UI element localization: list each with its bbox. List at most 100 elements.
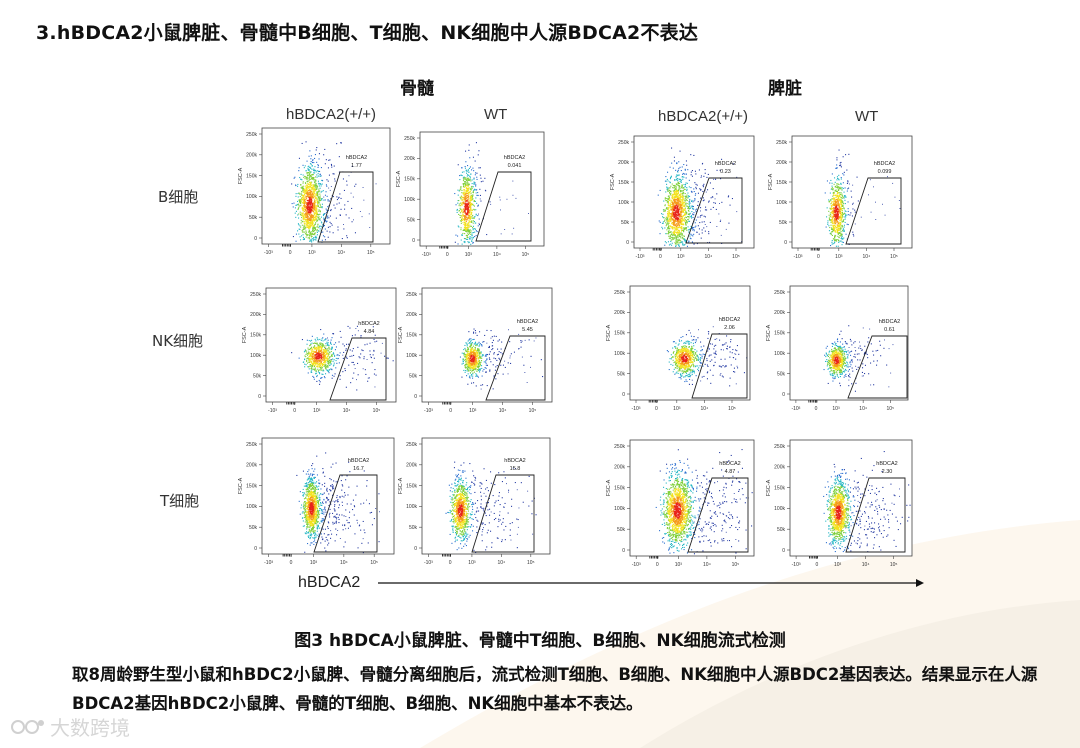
flow-plot-svg: 250k 200k 150k 100k 50k 0 FSC-A -10³ 0 10³ 10⁴ 10⁵ h… [398, 437, 551, 566]
flow-plot-svg: 250k 200k 150k 100k 50k 0 FSC-A -10³ 0 10³ 10⁴ 10⁵ h… [768, 135, 913, 260]
flow-plot-svg: 250k 200k 150k 100k 50k 0 FSC-A -10³ 0 10³ 10⁴ 10⁵ h… [606, 285, 751, 412]
x-tick-label: -10³ [791, 406, 800, 412]
gate-percent-label: 4.87 [725, 469, 736, 475]
y-tick-label: 0 [782, 548, 785, 554]
watermark-logo-icon [11, 719, 44, 734]
x-tick-label: 10⁴ [862, 562, 870, 568]
gate-polygon [687, 477, 749, 553]
x-tick-label: 10⁵ [522, 252, 530, 258]
section-title-spleen: 脾脏 [768, 79, 802, 99]
y-tick-label: 0 [412, 238, 415, 244]
column-label-spleen-wt: WT [855, 108, 879, 125]
x-tick-label: 0 [655, 406, 658, 412]
y-tick-label: 200k [406, 463, 417, 469]
flow-plot-svg: 250k 200k 150k 100k 50k 0 FSC-A -10³ 0 10³ 10⁴ 10⁵ h… [396, 131, 545, 258]
x-tick-label: 10⁴ [701, 406, 709, 412]
watermark-text: 大数跨境 [50, 716, 130, 740]
row-label-b-cell: B细胞 [158, 188, 199, 206]
x-tick-label: 10³ [310, 560, 318, 566]
y-tick-label: 250k [246, 442, 257, 448]
y-tick-label: 50k [617, 371, 626, 377]
flow-plot-panel: 250k 200k 150k 100k 50k 0 FSC-A -10³ 0 10³ 10⁴ 10⁵ h… [390, 128, 550, 272]
flow-plot-panel: 250k 200k 150k 100k 50k 0 FSC-A -10³ 0 10³ 10⁴ 10⁵ h… [236, 284, 402, 428]
gate-polygon [475, 171, 532, 242]
y-tick-label: 200k [618, 160, 629, 166]
x-tick-label: 10³ [834, 562, 842, 568]
x-tick-label: 10³ [677, 254, 685, 260]
x-axis-arrow [378, 579, 924, 587]
flow-plot-panel: 250k 200k 150k 100k 50k 0 FSC-A -10³ 0 10³ 10⁴ 10⁵ h… [760, 282, 914, 426]
gate-polygon [845, 477, 906, 553]
y-tick-label: 100k [246, 194, 257, 200]
y-axis-label: FSC-A [398, 477, 404, 494]
x-tick-label: -10³ [424, 560, 433, 566]
figure-caption-title: 图3 hBDCA小鼠脾脏、骨髓中T细胞、B细胞、NK细胞流式检测 [294, 631, 786, 651]
plot-frame [419, 131, 545, 247]
gate-percent-label: 0.61 [884, 327, 895, 333]
x-tick-label: 10⁴ [338, 250, 346, 256]
x-tick-label: -10³ [268, 408, 277, 414]
y-tick-label: 0 [784, 240, 787, 246]
y-tick-label: 0 [782, 392, 785, 398]
x-tick-label: 10³ [675, 562, 683, 568]
y-tick-label: 50k [249, 215, 258, 221]
flow-plot-panel: 250k 200k 150k 100k 50k 0 FSC-A -10³ 0 10³ 10⁴ 10⁵ h… [604, 132, 760, 274]
x-tick-label: 0 [449, 560, 452, 566]
x-tick-label: 10⁴ [705, 254, 713, 260]
plot-frame [421, 287, 553, 403]
y-tick-label: 250k [404, 136, 415, 142]
x-tick-label: 10⁵ [527, 560, 535, 566]
x-tick-label: 0 [290, 560, 293, 566]
figure-caption-body: 取8周龄野生型小鼠和hBDC2小鼠脾、骨髓分离细胞后，流式检测T细胞、B细胞、N… [72, 665, 1038, 713]
y-axis-label: FSC-A [610, 173, 616, 190]
gate-name-label: hBDCA2 [719, 461, 740, 467]
event-dots [824, 149, 901, 247]
gate-percent-label: 0.041 [508, 163, 522, 169]
x-tick-label: 10⁵ [732, 254, 740, 260]
y-tick-label: 150k [774, 331, 785, 337]
flow-plot-panel: 250k 200k 150k 100k 50k 0 FSC-A -10³ 0 10³ 10⁴ 10⁵ h… [760, 436, 918, 582]
event-dots [291, 141, 377, 243]
event-dots [459, 328, 544, 390]
gate-name-label: hBDCA2 [517, 319, 538, 325]
watermark: 大数跨境 [10, 712, 130, 741]
gate-name-label: hBDCA2 [715, 161, 736, 167]
y-tick-label: 100k [774, 351, 785, 357]
x-tick-label: 10³ [308, 250, 316, 256]
y-axis-label: FSC-A [396, 170, 402, 187]
x-tick-label: -10³ [422, 252, 431, 258]
y-tick-label: 0 [626, 240, 629, 246]
flow-plot-panel: 250k 200k 150k 100k 50k 0 FSC-A -10³ 0 10³ 10⁴ 10⁵ h… [232, 434, 400, 580]
x-tick-label: 0 [815, 406, 818, 412]
plot-frame [261, 127, 391, 245]
y-tick-label: 100k [614, 351, 625, 357]
gate-name-label: hBDCA2 [504, 458, 525, 464]
y-tick-label: 50k [777, 527, 786, 533]
y-axis-label: FSC-A [238, 167, 244, 184]
y-tick-label: 250k [614, 290, 625, 296]
gate-percent-label: 5.45 [522, 327, 533, 333]
y-tick-label: 150k [404, 177, 415, 183]
gate-polygon [485, 335, 546, 401]
y-axis-label: FSC-A [768, 173, 774, 190]
y-tick-label: 250k [246, 132, 257, 138]
plot-frame [261, 437, 395, 555]
y-tick-label: 200k [774, 465, 785, 471]
y-tick-label: 200k [614, 310, 625, 316]
event-dots [445, 461, 537, 553]
gate-name-label: hBDCA2 [358, 321, 379, 327]
section-title-bone-marrow: 骨髓 [400, 79, 434, 99]
y-tick-label: 50k [407, 217, 416, 223]
x-tick-label: 0 [659, 254, 662, 260]
y-tick-label: 50k [249, 525, 258, 531]
gate-name-label: hBDCA2 [874, 161, 895, 167]
y-tick-label: 250k [250, 292, 261, 298]
gate-percent-label: 0.23 [720, 169, 731, 175]
event-dots [666, 326, 748, 387]
x-tick-label: 10⁴ [499, 408, 507, 414]
x-tick-label: 10⁵ [728, 406, 736, 412]
x-tick-label: -10³ [632, 562, 641, 568]
y-tick-label: 100k [246, 504, 257, 510]
y-tick-label: 0 [254, 236, 257, 242]
plot-frame [265, 287, 397, 403]
